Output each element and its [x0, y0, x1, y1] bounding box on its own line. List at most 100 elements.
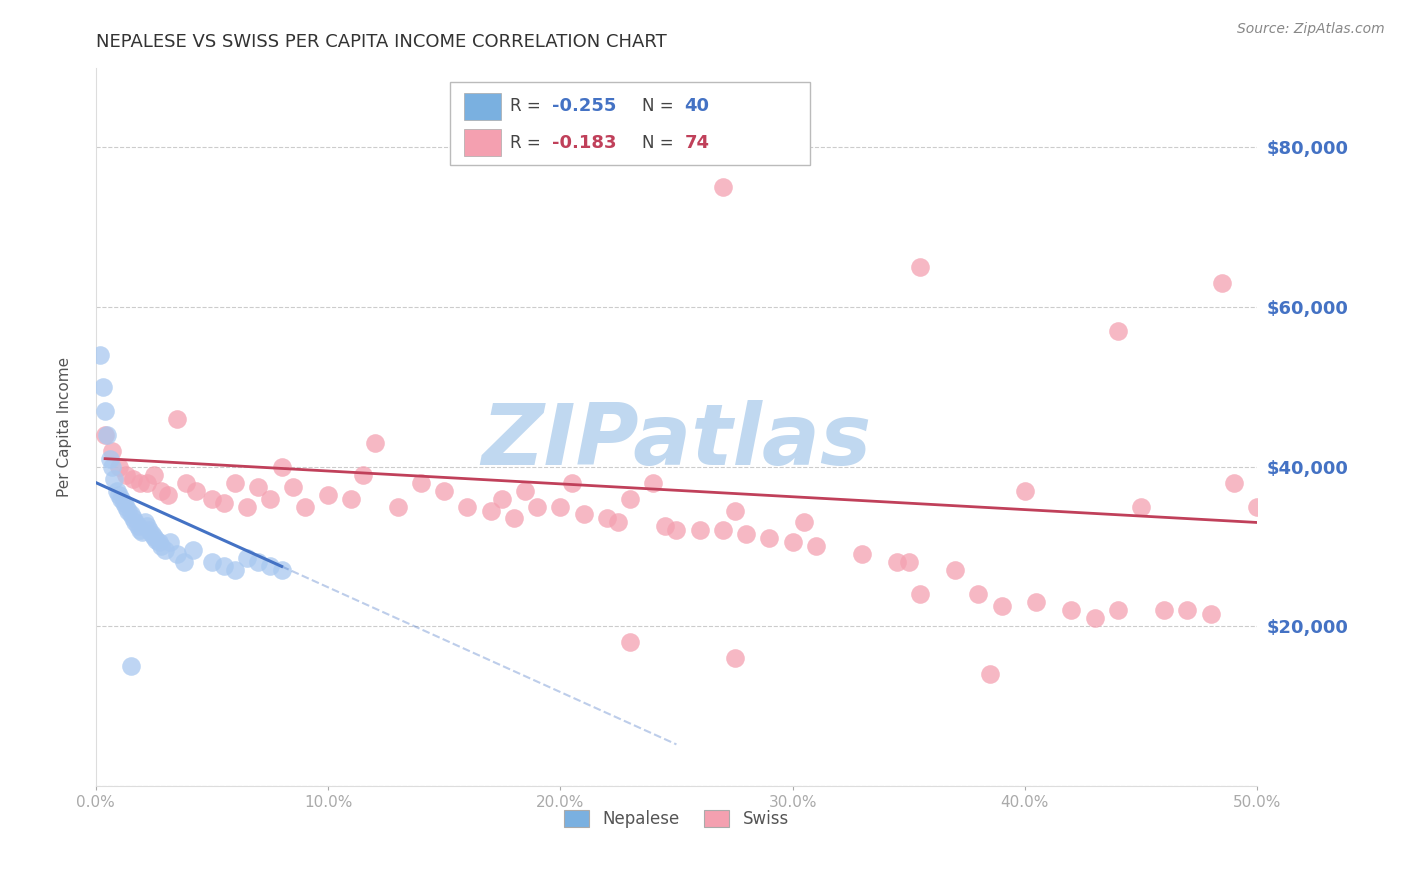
Point — [910, 587, 932, 601]
Point — [665, 524, 688, 538]
Point — [183, 543, 205, 558]
Point — [122, 472, 145, 486]
Text: R =: R = — [510, 134, 547, 152]
Point — [94, 404, 117, 418]
Point — [1060, 603, 1083, 617]
Point — [1025, 595, 1047, 609]
Point — [1014, 483, 1036, 498]
Point — [886, 555, 908, 569]
Point — [1129, 500, 1152, 514]
Point — [607, 516, 630, 530]
Point — [910, 260, 932, 274]
Point — [117, 503, 139, 517]
Point — [176, 475, 198, 490]
Point — [149, 540, 172, 554]
Point — [270, 563, 292, 577]
Y-axis label: Per Capita Income: Per Capita Income — [58, 357, 72, 497]
Point — [141, 527, 163, 541]
Point — [108, 487, 131, 501]
Point — [793, 516, 815, 530]
Point — [990, 599, 1012, 614]
Point — [159, 535, 181, 549]
Point — [94, 427, 117, 442]
Point — [283, 479, 305, 493]
Point — [259, 559, 281, 574]
Point — [103, 472, 125, 486]
Point — [1177, 603, 1199, 617]
Point — [122, 511, 145, 525]
Point — [105, 483, 128, 498]
Point — [236, 500, 259, 514]
Point — [851, 548, 873, 562]
Point — [1083, 611, 1105, 625]
Point — [723, 651, 745, 665]
Point — [131, 524, 153, 539]
Point — [596, 511, 619, 525]
Point — [409, 475, 432, 490]
Point — [212, 559, 235, 574]
Point — [1107, 603, 1129, 617]
Text: -0.255: -0.255 — [553, 96, 617, 115]
Point — [340, 491, 363, 506]
Point — [979, 667, 1001, 681]
Point — [1223, 475, 1246, 490]
Point — [897, 555, 920, 569]
Point — [1107, 324, 1129, 338]
Text: -0.183: -0.183 — [553, 134, 617, 152]
Point — [166, 548, 188, 562]
Text: ZIPatlas: ZIPatlas — [481, 400, 872, 483]
Point — [294, 500, 316, 514]
Point — [515, 483, 537, 498]
Point — [352, 467, 374, 482]
Point — [201, 555, 224, 569]
Point — [723, 503, 745, 517]
Point — [550, 500, 572, 514]
Point — [145, 533, 167, 547]
Point — [758, 532, 780, 546]
Point — [526, 500, 548, 514]
Point — [127, 519, 149, 533]
Point — [1246, 500, 1268, 514]
Point — [101, 443, 124, 458]
Point — [173, 555, 195, 569]
Point — [619, 491, 641, 506]
Point — [148, 535, 170, 549]
Point — [363, 435, 385, 450]
Text: 74: 74 — [685, 134, 710, 152]
Point — [134, 516, 156, 530]
Point — [572, 508, 595, 522]
Point — [502, 511, 524, 525]
Point — [129, 475, 152, 490]
Point — [129, 524, 152, 538]
Point — [110, 491, 132, 506]
Point — [643, 475, 665, 490]
Point — [619, 635, 641, 649]
Point — [166, 411, 188, 425]
Point — [1153, 603, 1175, 617]
Point — [224, 563, 246, 577]
Point — [138, 524, 160, 538]
Point — [96, 427, 118, 442]
Point — [804, 540, 827, 554]
Point — [184, 483, 207, 498]
Point — [561, 475, 583, 490]
Point — [224, 475, 246, 490]
Point — [89, 348, 111, 362]
Point — [112, 495, 135, 509]
Point — [247, 479, 270, 493]
Text: Source: ZipAtlas.com: Source: ZipAtlas.com — [1237, 22, 1385, 37]
FancyBboxPatch shape — [464, 128, 501, 156]
Point — [711, 524, 734, 538]
Point — [108, 459, 131, 474]
Point — [247, 555, 270, 569]
Point — [120, 659, 142, 673]
Point — [735, 527, 758, 541]
Point — [711, 180, 734, 194]
Point — [433, 483, 456, 498]
Point — [967, 587, 990, 601]
Point — [201, 491, 224, 506]
Text: NEPALESE VS SWISS PER CAPITA INCOME CORRELATION CHART: NEPALESE VS SWISS PER CAPITA INCOME CORR… — [96, 33, 666, 51]
Point — [156, 487, 179, 501]
Point — [212, 495, 235, 509]
Point — [98, 451, 121, 466]
